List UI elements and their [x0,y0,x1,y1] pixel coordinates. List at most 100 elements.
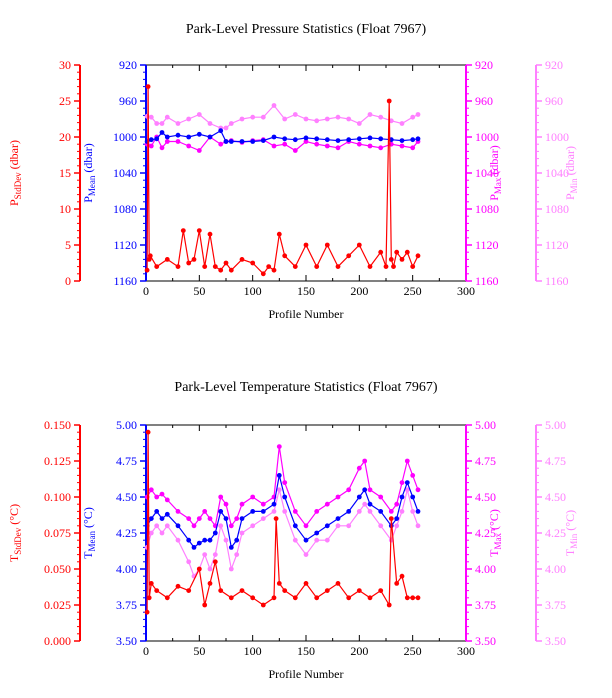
data-point [367,501,373,507]
y-tick-label: 0.050 [44,562,71,576]
data-point [346,137,352,143]
y-tick-label: 4.50 [475,490,496,504]
data-point [260,602,266,608]
y-axis-label: TStdDev (°C) [7,504,23,562]
data-point [250,595,256,601]
data-point [196,148,202,153]
x-tick-label: 0 [143,644,149,658]
y-tick-label: 0.000 [44,634,71,648]
data-point [260,114,266,120]
data-point [175,537,181,543]
data-point [239,257,245,262]
y-tick-label: 1160 [475,274,499,288]
data-point [207,581,213,586]
data-point [223,516,229,521]
data-point [186,143,192,149]
data-point [335,516,341,521]
data-point [250,260,256,266]
data-point [394,523,400,529]
y-axis-label: PMin (dbar) [563,146,579,200]
data-point [356,465,362,471]
data-point [228,121,234,126]
data-point [175,509,181,514]
data-point [335,523,341,529]
data-point [314,537,320,543]
y-tick-label: 1160 [545,274,569,288]
data-point [314,509,320,514]
y-tick-label: 920 [475,58,493,72]
y-tick-label: 0.100 [44,490,71,504]
data-point [394,501,400,507]
data-point [367,509,373,514]
data-point [415,509,421,514]
data-point [218,494,224,500]
y-axis-label: PStdDev (dbar) [7,140,23,206]
data-point [303,116,309,122]
data-point [367,135,373,141]
data-point [292,509,298,514]
series-stddev [144,429,421,615]
data-point [410,264,416,269]
data-point [186,516,192,521]
data-point [164,511,170,517]
data-point [335,494,341,500]
y-axis-max: 3.50 3.75 4.00 4.25 4.50 4.75 5.00 TMax (°C) [465,418,503,648]
data-point [292,112,298,117]
y-axis-stddev: 0 5 10 15 20 25 30 PStdDev (dbar) [7,58,81,288]
y-tick-label: 25 [59,94,71,108]
y-tick-label: 1000 [545,130,569,144]
data-point [271,103,277,108]
data-point [228,523,234,529]
data-point [391,264,396,269]
data-point [282,253,288,259]
chart-panel-1: Park-Level Pressure Statistics (Float 79… [7,22,579,321]
data-point [154,494,160,500]
y-tick-label: 3.75 [116,598,137,612]
data-point [367,595,373,601]
data-point [202,509,208,514]
data-point [303,135,309,141]
y-tick-label: 20 [59,130,71,144]
y-tick-label: 1040 [475,166,499,180]
data-point [228,566,234,572]
data-point [239,516,245,521]
data-point [399,494,405,500]
data-point [394,581,400,586]
data-point [410,114,416,120]
data-point [239,501,245,507]
series-stddev [144,84,421,277]
y-tick-label: 4.75 [116,454,137,468]
data-point [212,264,218,269]
data-point [260,516,266,521]
data-point [303,139,309,144]
data-point [148,581,154,586]
data-point [207,537,213,543]
data-point [276,473,282,478]
data-point [148,530,154,536]
data-point [154,588,160,593]
data-point [146,257,152,262]
data-point [196,131,202,137]
data-point [154,136,160,142]
data-point [148,114,154,120]
data-point [356,121,362,126]
data-point [196,112,202,117]
data-point [404,595,410,601]
data-point [303,552,309,557]
data-point [159,145,165,151]
data-point [212,552,218,557]
data-point [164,134,170,140]
data-point [175,264,181,269]
x-tick-label: 50 [193,284,205,298]
data-point [356,494,362,500]
data-point [346,253,352,259]
data-point [148,143,154,149]
data-point [228,595,234,601]
data-point [303,537,309,543]
data-point [164,257,170,262]
data-point [356,136,362,142]
data-point [260,138,266,144]
data-point [223,260,229,266]
data-point [271,595,277,601]
